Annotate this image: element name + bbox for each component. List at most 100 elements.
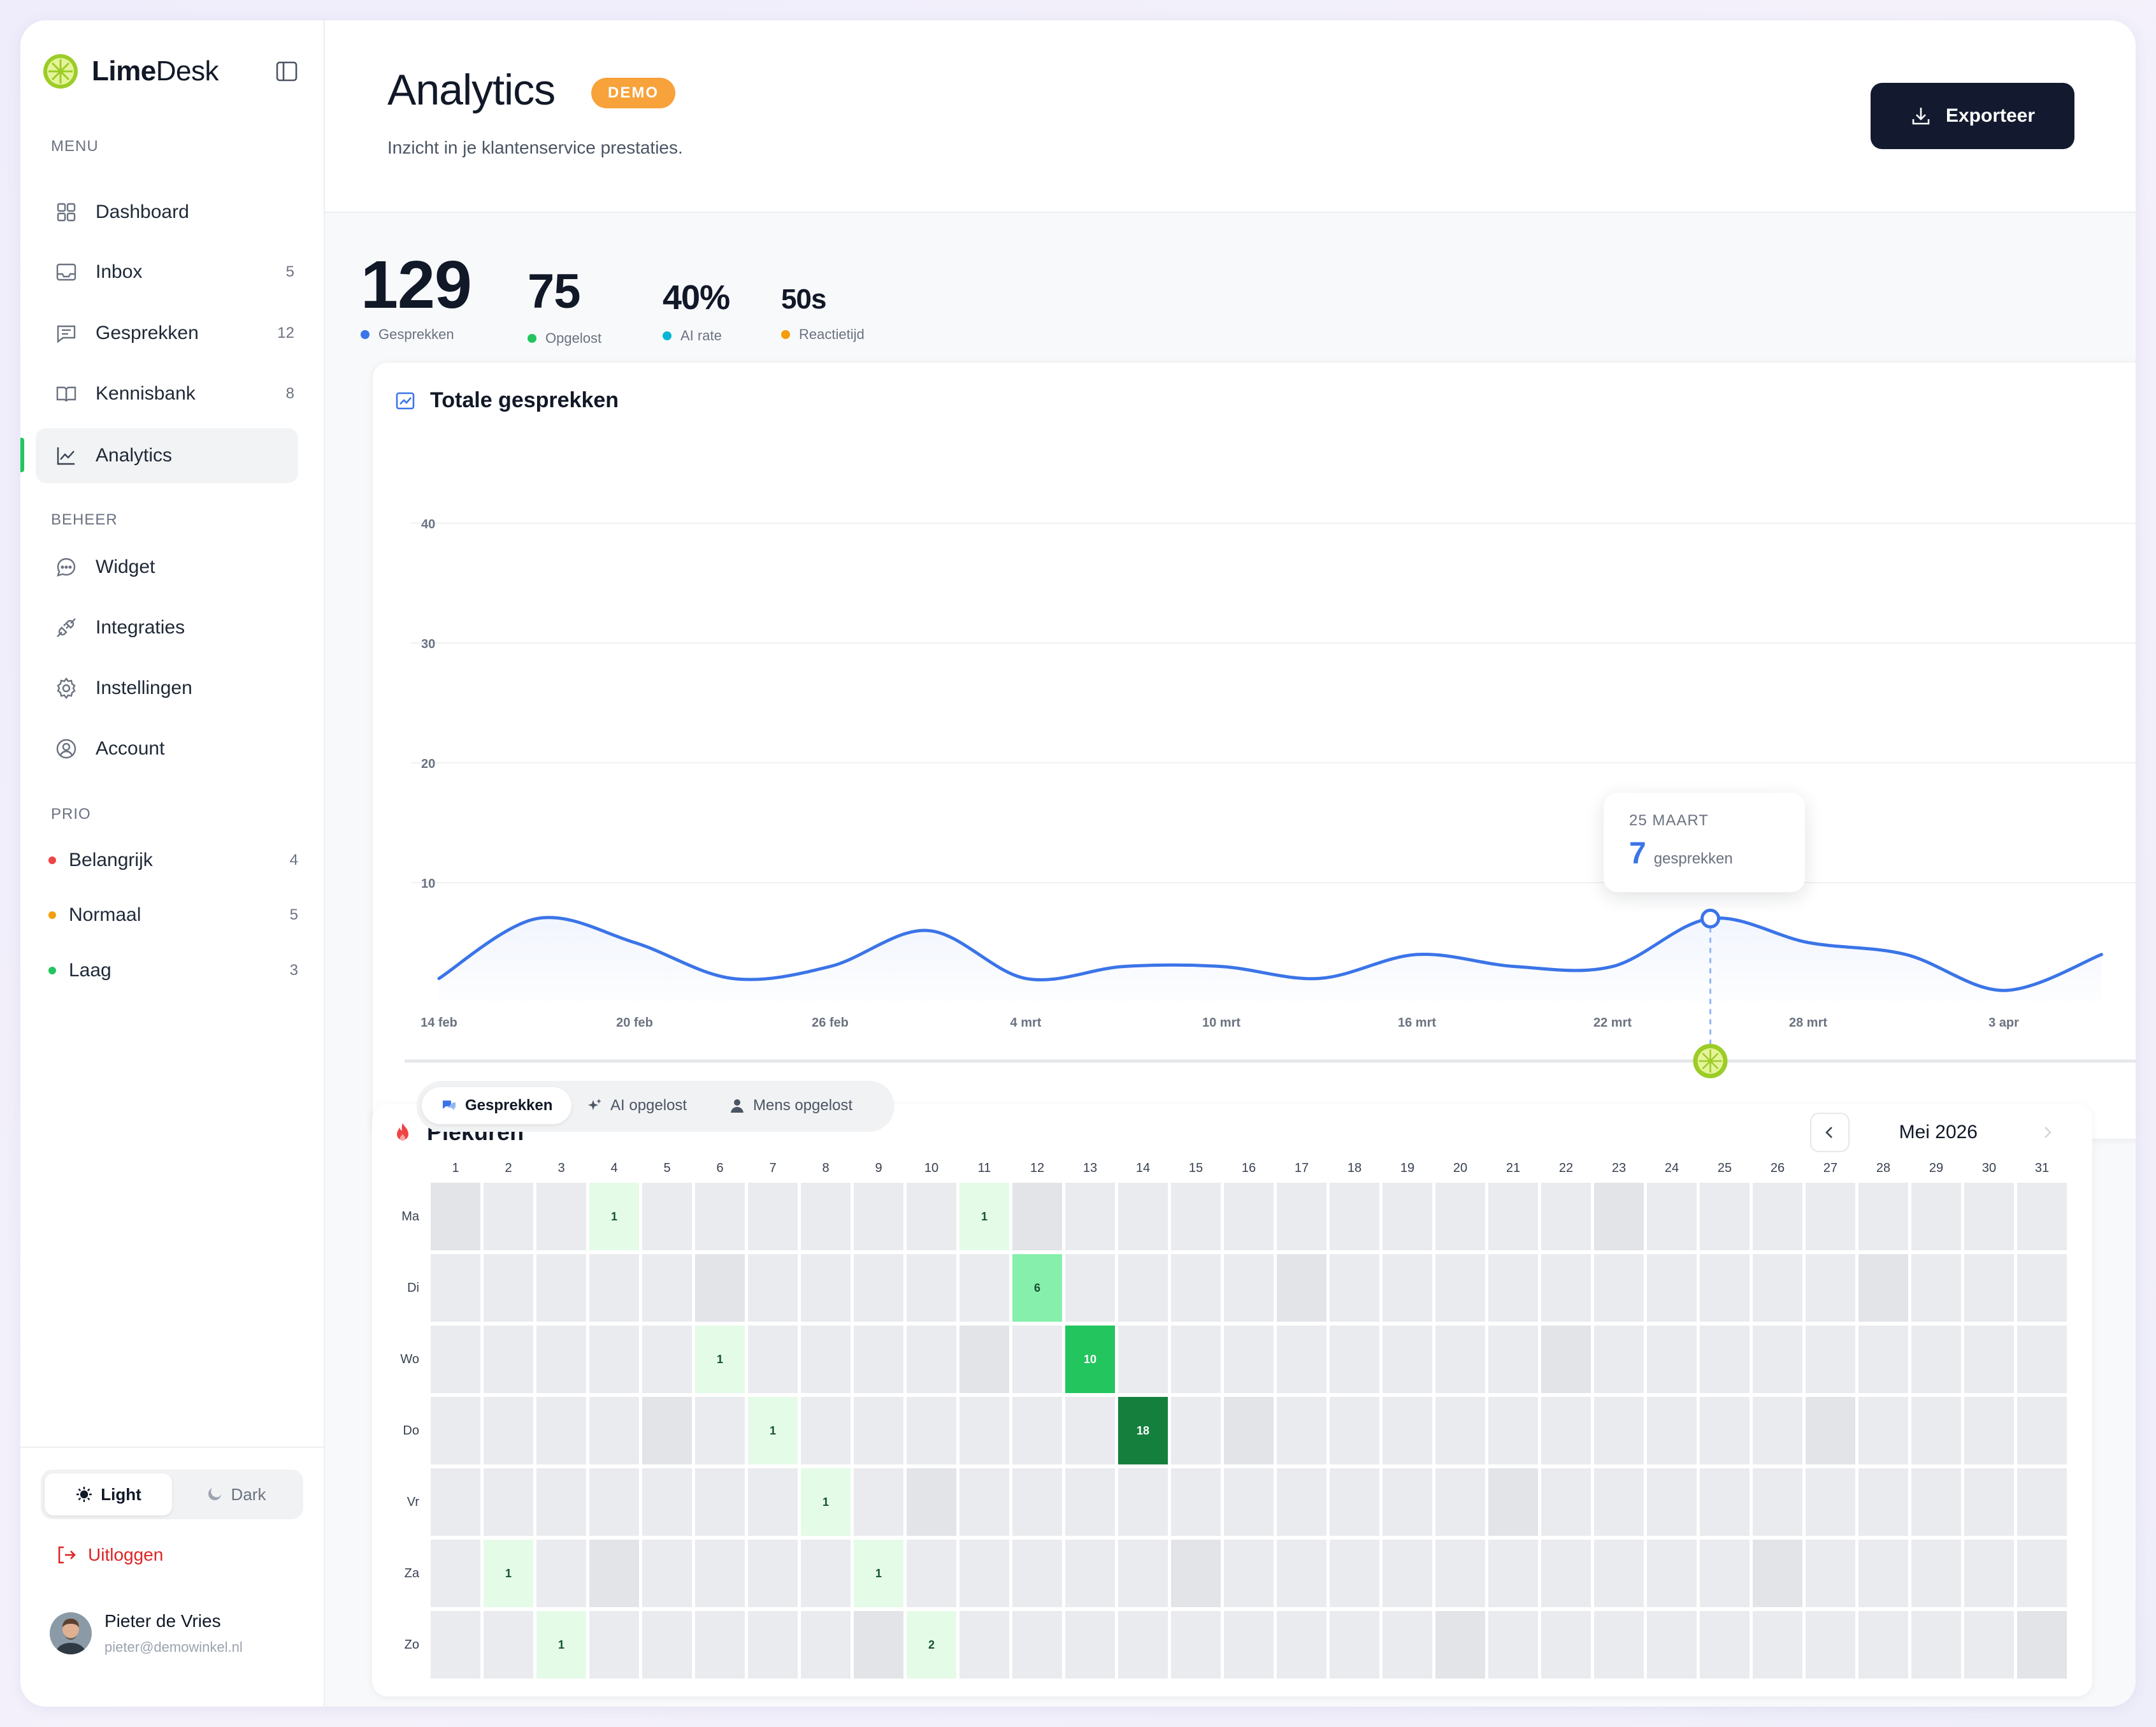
heatmap-cell[interactable] [484,1468,533,1536]
heatmap-cell[interactable] [484,1397,533,1464]
heatmap-cell[interactable]: 10 [1065,1326,1115,1393]
heatmap-cell[interactable]: 1 [589,1183,639,1250]
heatmap-cell[interactable] [854,1611,903,1679]
heatmap-cell[interactable] [1330,1468,1379,1536]
heatmap-cell[interactable] [1065,1397,1115,1464]
heatmap-cell[interactable] [1435,1183,1485,1250]
heatmap-cell[interactable] [1541,1183,1591,1250]
heatmap-cell[interactable] [1964,1183,2014,1250]
heatmap-cell[interactable] [1383,1397,1432,1464]
heatmap-cell[interactable] [854,1254,903,1322]
next-month-button[interactable] [2027,1113,2067,1152]
heatmap-cell[interactable] [1488,1326,1538,1393]
heatmap-cell[interactable] [1383,1468,1432,1536]
heatmap-cell[interactable] [801,1397,851,1464]
heatmap-cell[interactable] [1330,1540,1379,1607]
heatmap-cell[interactable] [1065,1468,1115,1536]
heatmap-cell[interactable]: 1 [536,1611,586,1679]
heatmap-cell[interactable] [1171,1540,1221,1607]
heatmap-cell[interactable] [2017,1183,2067,1250]
heatmap-cell[interactable] [1012,1468,1062,1536]
range-slider-handle[interactable] [1693,1044,1728,1078]
heatmap-cell[interactable] [1171,1468,1221,1536]
heatmap-cell[interactable] [1753,1540,1802,1607]
heatmap-cell[interactable] [1753,1183,1802,1250]
hover-point[interactable] [1700,908,1720,929]
heatmap-cell[interactable] [1858,1540,1908,1607]
heatmap-cell[interactable] [1277,1254,1326,1322]
heatmap-cell[interactable] [1065,1611,1115,1679]
heatmap-cell[interactable] [1277,1397,1326,1464]
heatmap-cell[interactable] [1806,1183,1855,1250]
sidebar-item-analytics[interactable]: Analytics [36,428,298,483]
heatmap-cell[interactable] [1753,1468,1802,1536]
heatmap-cell[interactable] [589,1468,639,1536]
heatmap-cell[interactable] [959,1326,1009,1393]
heatmap-cell[interactable] [1012,1326,1062,1393]
heatmap-cell[interactable] [1488,1540,1538,1607]
heatmap-cell[interactable] [959,1254,1009,1322]
sidebar-item-inbox[interactable]: Inbox 5 [36,245,298,300]
heatmap-cell[interactable] [589,1326,639,1393]
prio-item-laag[interactable]: Laag 3 [48,951,298,990]
heatmap-cell[interactable]: 1 [854,1540,903,1607]
heatmap-cell[interactable] [1224,1540,1274,1607]
heatmap-cell[interactable] [1700,1254,1750,1322]
tab-gesprekken[interactable]: Gesprekken [422,1087,572,1124]
heatmap-cell[interactable] [1594,1397,1644,1464]
heatmap-cell[interactable] [1911,1183,1961,1250]
heatmap-cell[interactable] [1541,1397,1591,1464]
heatmap-cell[interactable] [536,1540,586,1607]
heatmap-cell[interactable] [1012,1611,1062,1679]
heatmap-cell[interactable] [431,1183,480,1250]
heatmap-cell[interactable] [1541,1326,1591,1393]
heatmap-cell[interactable] [2017,1468,2067,1536]
heatmap-cell[interactable] [642,1326,692,1393]
heatmap-cell[interactable] [1911,1611,1961,1679]
heatmap-cell[interactable] [959,1540,1009,1607]
heatmap-cell[interactable] [1330,1254,1379,1322]
heatmap-cell[interactable] [1383,1540,1432,1607]
heatmap-cell[interactable] [431,1397,480,1464]
heatmap-cell[interactable] [1806,1397,1855,1464]
heatmap-cell[interactable] [589,1254,639,1322]
heatmap-cell[interactable] [642,1397,692,1464]
prio-item-belangrijk[interactable]: Belangrijk 4 [48,841,298,879]
heatmap-cell[interactable] [695,1183,745,1250]
heatmap-cell[interactable] [1858,1611,1908,1679]
heatmap-cell[interactable] [1277,1468,1326,1536]
heatmap-cell[interactable] [959,1397,1009,1464]
heatmap-cell[interactable] [1647,1397,1697,1464]
heatmap-cell[interactable] [748,1183,798,1250]
heatmap-cell[interactable] [695,1611,745,1679]
heatmap-cell[interactable] [1435,1540,1485,1607]
heatmap-cell[interactable] [1171,1326,1221,1393]
brand[interactable]: LimeDesk [42,52,219,90]
heatmap-cell[interactable] [1541,1254,1591,1322]
heatmap-cell[interactable] [1012,1183,1062,1250]
heatmap-cell[interactable] [1647,1183,1697,1250]
heatmap-cell[interactable] [1806,1468,1855,1536]
heatmap-cell[interactable] [642,1468,692,1536]
heatmap-cell[interactable] [1171,1397,1221,1464]
heatmap-cell[interactable]: 1 [695,1326,745,1393]
heatmap-cell[interactable] [1964,1254,2014,1322]
heatmap-cell[interactable] [695,1254,745,1322]
heatmap-cell[interactable] [1224,1611,1274,1679]
heatmap-cell[interactable] [1911,1254,1961,1322]
heatmap-cell[interactable] [801,1183,851,1250]
heatmap-cell[interactable] [695,1540,745,1607]
heatmap-cell[interactable] [801,1611,851,1679]
export-button[interactable]: Exporteer [1871,83,2074,149]
heatmap-cell[interactable] [1224,1326,1274,1393]
heatmap-cell[interactable] [748,1326,798,1393]
heatmap-cell[interactable] [1594,1468,1644,1536]
heatmap-cell[interactable] [1911,1540,1961,1607]
heatmap-cell[interactable] [1964,1611,2014,1679]
heatmap-cell[interactable] [642,1540,692,1607]
heatmap-cell[interactable] [748,1540,798,1607]
heatmap-cell[interactable] [1224,1183,1274,1250]
heatmap-cell[interactable] [2017,1254,2067,1322]
heatmap-cell[interactable] [1488,1468,1538,1536]
heatmap-cell[interactable] [907,1397,956,1464]
